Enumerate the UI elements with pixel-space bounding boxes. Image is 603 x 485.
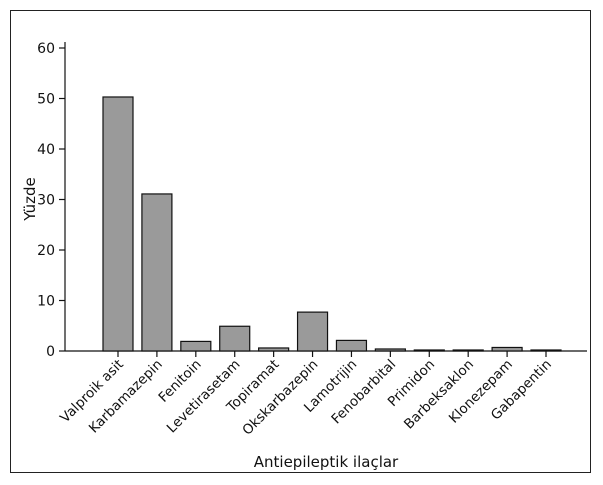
bar: [102, 96, 134, 352]
y-tick-label: 20: [37, 243, 55, 259]
y-tick-label: 0: [46, 344, 55, 360]
y-axis-title: Yüzde: [21, 177, 39, 222]
bar: [180, 340, 212, 352]
bar: [296, 311, 329, 352]
bar: [413, 349, 445, 352]
bar: [374, 348, 406, 352]
bar: [219, 325, 251, 352]
bars: [102, 96, 562, 352]
bar: [491, 346, 523, 352]
y-tick-label: 40: [37, 142, 55, 158]
x-axis-title: Antiepileptik ilaçlar: [254, 453, 399, 471]
x-category-labels: Valproik asitKarbamazepinFenitoinLevetir…: [57, 351, 555, 439]
bar: [141, 193, 173, 352]
y-tick-label: 30: [37, 193, 55, 209]
bar: [452, 349, 484, 352]
bar: [258, 347, 290, 352]
bar: [335, 339, 368, 352]
y-tick-label: 60: [37, 41, 55, 57]
bar: [530, 349, 562, 352]
y-tick-label: 10: [37, 294, 55, 310]
y-tick-label: 50: [37, 92, 55, 108]
y-ticks: 0 10 20 30 40 50 60: [37, 41, 65, 360]
